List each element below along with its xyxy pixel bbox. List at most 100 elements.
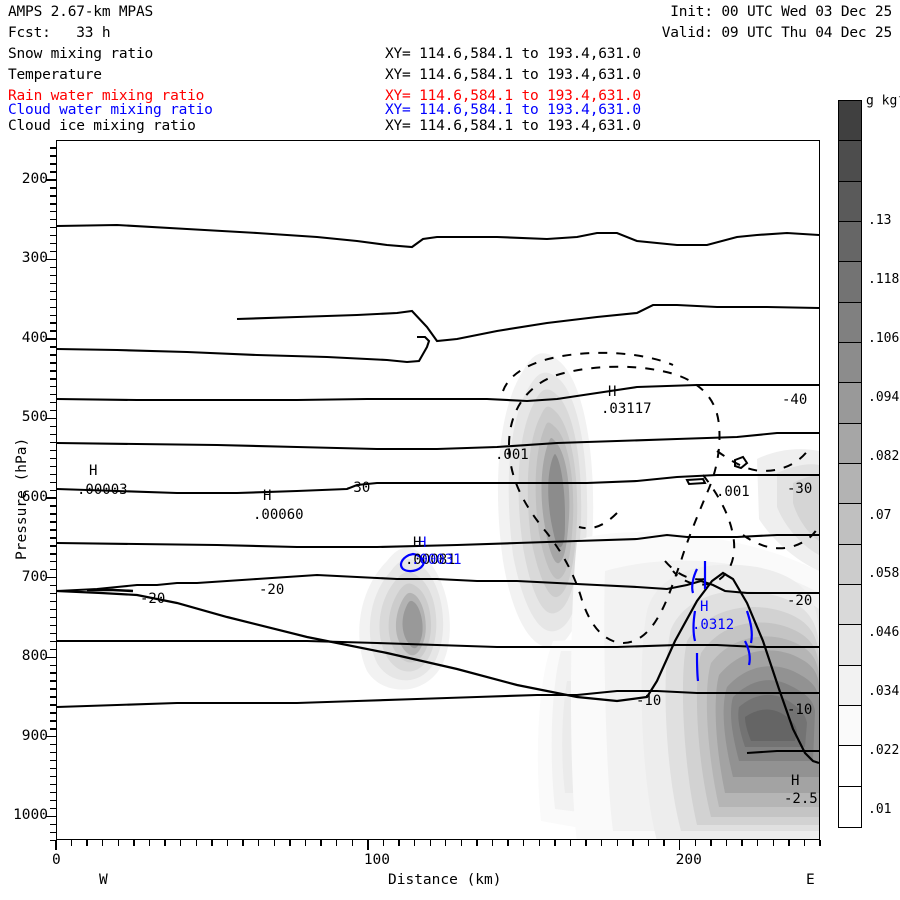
y-tick-minor xyxy=(50,584,56,587)
x-tick-minor xyxy=(491,840,494,846)
y-tick-minor xyxy=(50,274,56,277)
x-tick-minor xyxy=(523,840,525,846)
cross-section-plot: H .00003 H .00060 H .03117.001.001 H H .00081.00… xyxy=(56,140,820,840)
x-tick-minor xyxy=(211,840,213,846)
y-tick-minor xyxy=(50,187,56,189)
contour-label-t-10-a: -10 xyxy=(636,693,662,709)
x-tick-minor xyxy=(756,840,759,846)
y-tick-minor xyxy=(50,473,56,475)
contour-label-h-blk-mid: H xyxy=(413,535,422,551)
x-tick-major xyxy=(367,840,369,850)
contour-label-h-left: H xyxy=(89,463,98,479)
y-tick-minor xyxy=(50,648,56,650)
field-rain-water: Rain water mixing ratio xyxy=(8,88,205,104)
contour-label-h-mid-low: H xyxy=(263,488,272,504)
y-tick-minor xyxy=(50,537,56,539)
colorbar-segment xyxy=(839,141,861,182)
y-tick-minor xyxy=(50,346,56,348)
x-tick-minor xyxy=(413,840,416,846)
x-tick-minor xyxy=(632,840,634,846)
xy-range-snow: XY= 114.6,584.1 to 193.4,631.0 xyxy=(385,46,641,62)
contour-label-v-blue-mid: .00031 xyxy=(411,552,462,568)
y-tick-minor xyxy=(50,799,56,802)
y-tick-label: 700 xyxy=(21,568,48,585)
y-tick-minor xyxy=(50,672,56,674)
x-tick-minor xyxy=(601,840,603,846)
colorbar-tick-label: .106 xyxy=(868,331,900,347)
y-tick-minor xyxy=(50,632,56,635)
y-tick-minor xyxy=(50,823,56,825)
colorbar-segment xyxy=(839,383,861,424)
y-tick-minor xyxy=(50,545,56,547)
x-tick-minor xyxy=(148,840,151,846)
contour-label-t-20-a: -20 xyxy=(140,591,166,607)
field-cloud-ice: Cloud ice mixing ratio xyxy=(8,118,196,134)
field-snow: Snow mixing ratio xyxy=(8,46,154,62)
y-tick-minor xyxy=(50,720,56,722)
colorbar-tick-label: .022 xyxy=(868,742,900,758)
y-tick-minor xyxy=(50,219,56,221)
x-tick-minor xyxy=(242,840,244,846)
y-tick-minor xyxy=(50,171,56,173)
y-tick-minor xyxy=(50,712,56,714)
colorbar-tick-label: .118 xyxy=(868,272,900,288)
x-tick-minor xyxy=(725,840,728,846)
colorbar-segment xyxy=(839,423,861,464)
snow-dashed-contour xyxy=(502,351,819,644)
y-tick-minor xyxy=(50,759,56,762)
colorbar-tick-label: .094 xyxy=(868,389,900,405)
y-tick-minor xyxy=(50,688,56,690)
y-tick-minor xyxy=(50,147,56,149)
x-tick-minor xyxy=(647,840,650,846)
colorbar-tick-label: .13 xyxy=(868,213,892,229)
shade-blob-middle-upper xyxy=(497,353,594,648)
xy-range-cloud-ice: XY= 114.6,584.1 to 193.4,631.0 xyxy=(385,118,641,134)
y-tick-label: 200 xyxy=(21,170,48,187)
y-tick-minor xyxy=(50,592,56,595)
colorbar-segment xyxy=(839,101,861,142)
y-tick-minor xyxy=(50,409,56,412)
contour-label-v-blk-mid: .00081 xyxy=(405,552,456,568)
y-tick-minor xyxy=(50,195,56,197)
x-tick-minor xyxy=(226,840,229,846)
y-tick-minor xyxy=(50,624,56,627)
contour-label-h-blue-low: H xyxy=(700,599,709,615)
y-tick-minor xyxy=(50,402,56,404)
shade-blob-right-strong xyxy=(641,564,819,839)
y-tick-minor xyxy=(50,767,56,770)
colorbar-segment xyxy=(839,222,861,263)
y-tick-minor xyxy=(50,728,56,730)
y-tick-major xyxy=(46,736,56,738)
contour-label-v-mid-low: .00060 xyxy=(253,507,304,523)
x-tick-minor xyxy=(195,840,198,846)
y-tick-minor xyxy=(50,378,56,380)
contour-label-v-left: .00003 xyxy=(77,482,128,498)
y-tick-minor xyxy=(50,298,56,300)
shade-blob-left xyxy=(359,547,450,690)
y-tick-major xyxy=(46,497,56,499)
y-tick-minor xyxy=(50,505,56,507)
y-tick-minor xyxy=(50,744,56,746)
x-tick-minor xyxy=(70,840,73,846)
y-tick-minor xyxy=(50,775,56,778)
y-tick-minor xyxy=(50,521,56,523)
x-tick-label: 0 xyxy=(52,852,61,868)
x-tick-minor xyxy=(164,840,166,846)
y-tick-minor xyxy=(50,362,56,364)
model-title: AMPS 2.67-km MPAS xyxy=(8,4,154,20)
x-tick-minor xyxy=(180,840,182,846)
y-tick-minor xyxy=(50,529,56,531)
y-tick-minor xyxy=(50,155,56,157)
y-tick-minor xyxy=(50,449,56,452)
field-temperature: Temperature xyxy=(8,67,102,83)
x-tick-minor xyxy=(289,840,291,846)
y-tick-minor xyxy=(50,314,56,316)
y-tick-minor xyxy=(50,553,56,555)
field-cloud-water: Cloud water mixing ratio xyxy=(8,102,213,118)
contour-label-h-snow-top: H xyxy=(608,384,617,400)
contour-label-t-20-c: -20 xyxy=(787,593,813,609)
x-tick-minor xyxy=(554,840,556,846)
y-tick-major xyxy=(46,815,56,818)
x-tick-minor xyxy=(616,840,618,846)
x-tick-minor xyxy=(710,840,712,846)
